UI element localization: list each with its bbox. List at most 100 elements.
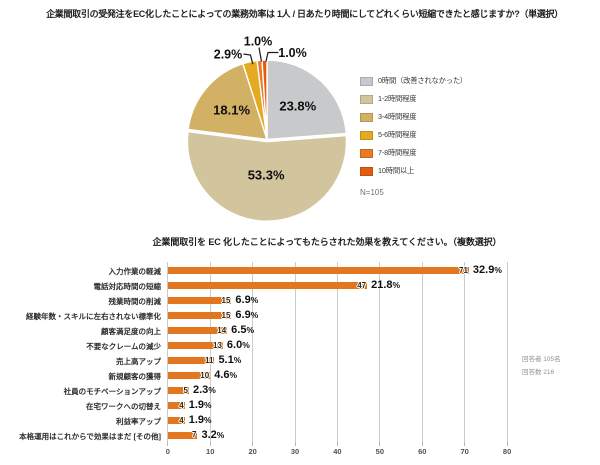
bar [167,386,189,394]
gridline [336,262,338,442]
bar [167,312,232,320]
gridline [379,262,381,442]
bar-percentage-number: 6.0 [226,339,243,352]
percent-sign: % [250,310,259,321]
legend-item: 7-8時間程度 [360,148,540,160]
legend-swatch [360,76,373,86]
bar-value-label: 4 [179,415,184,425]
axis-tick [421,441,423,446]
pie-slice [187,63,268,141]
bar-value-label: 47 [357,280,367,290]
bar-value-label: 15 [221,310,231,320]
bar-category-label: 顧客満足度の向上 [101,326,161,336]
legend-swatch [360,94,373,104]
pie-callout-percentage: 1.0% [244,35,273,49]
bar-category-label: 経験年数・スキルに左右されない標準化 [26,311,161,321]
pie-chart-title: 企業間取引の受発注をEC化したことによっての業務効率は 1人 / 日あたり時間に… [46,9,563,19]
bar-percentage-label: 5.1% [218,354,241,366]
bar-category-label: 電話対応時間の短縮 [93,282,162,292]
axis-tick [167,441,169,446]
pie-slice [261,59,268,141]
bar-value-label: 5 [183,385,188,395]
axis-tick [379,441,381,446]
legend-label: 3-4時間程度 [378,111,417,121]
gridline [209,262,211,442]
percent-sign: % [494,265,502,276]
gridline [506,262,508,442]
gridline [464,262,466,442]
percent-sign: % [250,295,259,306]
pie-slice-percentage: 18.1% [213,102,250,117]
legend-swatch [360,148,373,158]
bar-percentage-number: 1.9 [188,413,205,426]
bar-percentage-number: 5.1 [218,354,234,366]
bar-value-label: 7 [192,430,197,440]
legend-swatch [360,166,373,176]
percent-sign: % [208,384,216,395]
bar-percentage-number: 6.5 [231,324,247,337]
sample-size-label: N=105 [360,188,384,197]
gridline [167,262,169,442]
bar-chart-title: 企業間取引を EC 化したことによってもたらされた効果を教えてください。（複数選… [152,237,502,247]
bar [167,297,232,305]
bar-percentage-number: 4.6 [214,368,230,381]
pie-chart: 23.8%53.3%18.1%2.9%1.0%1.0% [186,35,348,222]
bar-percentage-label: 3.2% [201,429,224,441]
bar-percentage-number: 1.9 [188,398,205,411]
bar-percentage-label: 6.9% [235,309,258,321]
pie-slice [266,59,347,141]
bar-percentage-number: 32.9 [472,264,495,277]
x-axis-label: 10 [206,446,215,456]
bar-percentage-label: 4.6% [214,369,237,381]
respondents-note: 回答者 105名 [522,355,561,363]
bar-value-label: 71 [459,266,468,275]
percent-sign: % [246,325,255,336]
percent-sign: % [204,399,212,410]
bar [167,416,185,424]
bar [167,371,211,379]
x-axis-label: 30 [290,446,300,456]
axis-tick [506,441,508,446]
x-axis-label: 50 [375,446,385,456]
bar-category-label: 在宅ワークへの切替え [86,401,161,411]
x-axis-label: 20 [248,446,257,456]
axis-tick [209,441,211,446]
percent-sign: % [392,280,401,291]
axis-tick [294,441,296,446]
pie-slice-percentage: 53.3% [248,168,285,183]
callout-leader-line [243,53,254,65]
bar-percentage-number: 6.9 [235,309,251,322]
pie-callout-percentage: 2.9% [214,48,243,62]
bar-category-label: 社員のモチベーションアップ [63,386,161,396]
bar-value-label: 13 [213,340,222,350]
bar-percentage-label: 6.0% [227,339,250,351]
callout-leader-line [258,47,263,62]
x-axis-label: 40 [333,446,342,456]
legend-label: 0時間（改善されなかった） [378,75,468,85]
percent-sign: % [216,429,225,440]
legend-item: 0時間（改善されなかった） [360,76,540,88]
legend-swatch [360,130,373,140]
legend-item: 10時間以上 [360,166,540,178]
gridline [421,262,423,442]
bar-percentage-number: 21.8 [371,279,393,292]
pie-slice-percentage: 23.8% [279,99,316,114]
percent-sign: % [204,414,212,425]
legend-item: 3-4時間程度 [360,112,540,124]
legend-item: 1-2時間程度 [360,94,540,106]
bar-category-label: 売上高アップ [116,356,161,366]
bar-percentage-label: 21.8% [371,279,400,291]
legend-label: 10時間以上 [378,165,415,175]
bar-percentage-label: 2.3% [193,384,216,396]
bar-value-label: 15 [221,295,231,305]
bar-percentage-label: 1.9% [189,399,212,411]
bar [167,327,228,335]
x-axis-label: 60 [418,446,427,456]
bar-category-label: 利益率アップ [116,416,161,426]
bar-value-label: 11 [204,355,214,365]
legend-label: 5-6時間程度 [378,129,417,139]
bar [167,282,368,290]
legend-item: 5-6時間程度 [360,130,540,142]
x-axis-label: 80 [502,446,512,456]
